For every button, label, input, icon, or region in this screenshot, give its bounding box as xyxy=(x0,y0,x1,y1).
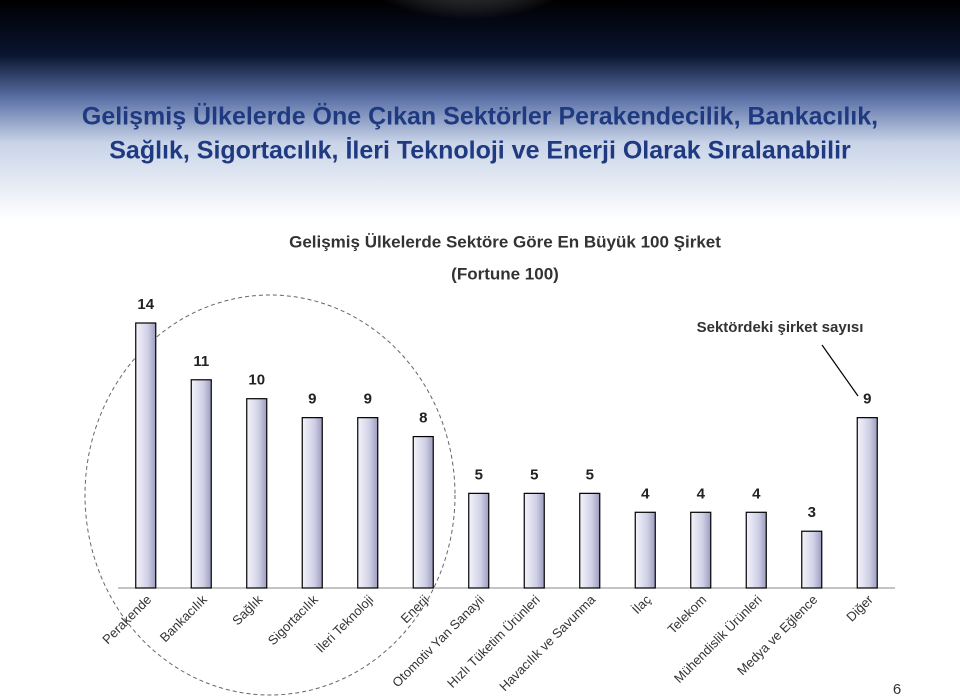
data-label: 9 xyxy=(863,391,871,408)
data-label: 5 xyxy=(475,466,483,483)
annotation-line xyxy=(821,344,859,397)
bar xyxy=(634,511,656,589)
bar xyxy=(523,492,545,589)
bar xyxy=(190,379,212,589)
bar xyxy=(135,322,157,589)
data-label: 9 xyxy=(308,391,316,408)
data-label: 4 xyxy=(697,485,706,502)
bar xyxy=(690,511,712,589)
data-label: 4 xyxy=(641,485,650,502)
bar xyxy=(856,417,878,589)
data-label: 9 xyxy=(364,391,372,408)
bar xyxy=(745,511,767,589)
data-label: 10 xyxy=(248,372,265,389)
chart-subtitle: (Fortune 100) xyxy=(451,264,559,283)
data-label: 4 xyxy=(752,485,761,502)
bar xyxy=(579,492,601,589)
chart-title: Gelişmiş Ülkelerde Sektöre Göre En Büyük… xyxy=(289,232,721,251)
bar xyxy=(301,417,323,589)
highlight-circle xyxy=(84,294,456,696)
data-label: 5 xyxy=(586,466,594,483)
bar xyxy=(246,398,268,589)
data-label: 5 xyxy=(530,466,538,483)
bar xyxy=(357,417,379,589)
data-label: 11 xyxy=(193,353,209,370)
bar xyxy=(412,435,434,589)
slide-title: Sağlık, Sigortacılık, İleri Teknoloji ve… xyxy=(109,137,851,165)
bar xyxy=(801,530,823,589)
data-label: 8 xyxy=(419,410,427,427)
annotation: Sektördeki şirket sayısı xyxy=(697,319,864,336)
bar xyxy=(468,492,490,589)
page-number: 6 xyxy=(893,681,901,697)
data-label: 3 xyxy=(808,504,816,521)
slide-title: Gelişmiş Ülkelerde Öne Çıkan Sektörler P… xyxy=(82,102,878,131)
glow xyxy=(330,0,610,110)
data-label: 14 xyxy=(137,296,154,313)
